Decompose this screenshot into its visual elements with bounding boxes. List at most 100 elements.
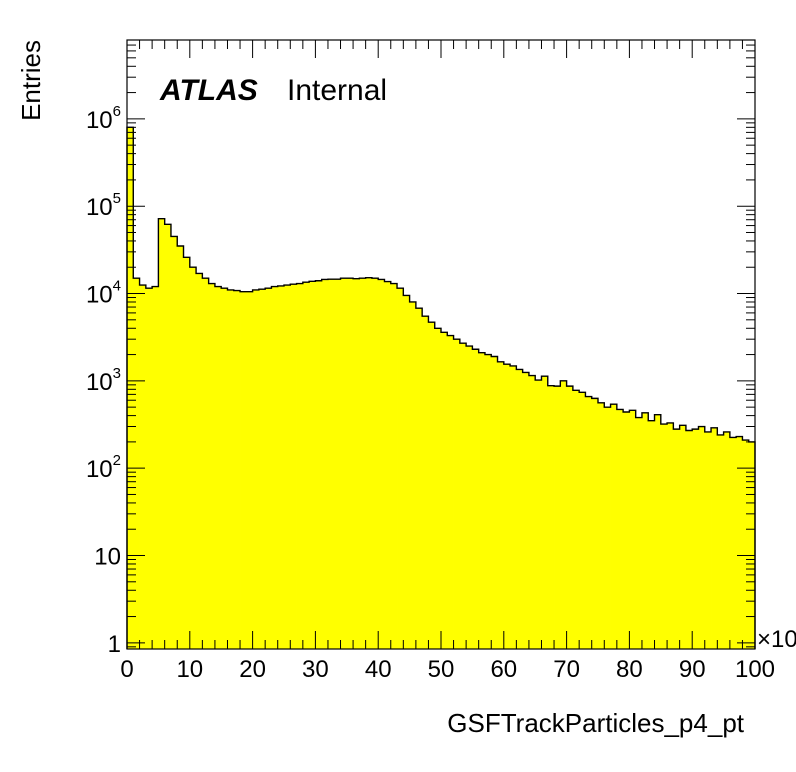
histogram-bar [698,426,706,649]
y-tick-label: 103 [86,365,121,396]
histogram-bar [560,380,567,649]
histogram-bar [340,278,348,649]
histogram-bar [221,288,228,649]
y-tick-label: 105 [86,190,121,221]
histogram-bar [428,322,436,649]
atlas-label: ATLAS [159,74,258,107]
histogram-bar [660,424,668,649]
histogram-bar [459,343,467,649]
histogram-bar [447,335,454,649]
histogram-bar [208,283,216,649]
histogram-bar [265,288,272,649]
histogram-bar [453,339,461,649]
histogram-bar [466,346,473,649]
x-tick-label: 80 [616,656,643,683]
histogram-bar [591,398,599,649]
y-tick-label: 10 [94,544,121,571]
histogram-bar [554,386,561,649]
histogram-bar [390,283,398,649]
histogram-bar [302,282,310,649]
internal-label: Internal [287,74,387,107]
histogram-bar [309,281,316,649]
y-tick-label: 102 [86,452,121,483]
histogram-bar [704,431,712,649]
histogram-bar [667,422,674,649]
histogram-bar [214,286,222,649]
histogram-bar [415,308,423,649]
histogram-bar [378,279,385,649]
histogram-bar [284,285,291,649]
histogram-bar [183,257,191,649]
histogram-bar [353,278,360,649]
histogram-bar [717,434,724,649]
histogram-bar [641,412,649,649]
histogram-bar [334,279,341,649]
histogram-bar [422,316,429,649]
histogram-bar [139,285,147,649]
histogram-bar [742,440,750,649]
x-tick-label: 100 [735,656,775,683]
histogram-bar [598,402,605,649]
histogram-bar [711,427,718,649]
histogram-bar [491,356,498,649]
histogram-bar [258,289,266,649]
histogram-bar [572,390,580,649]
histogram-bar [397,288,404,649]
axis-ticks [126,39,756,649]
histogram-bar [522,372,530,649]
histogram-bar [127,127,134,649]
histogram-bar [321,279,329,649]
x-axis-title: GSFTrackParticles_p4_pt [447,708,744,738]
histogram-bar [585,396,593,649]
histogram-bar [371,278,379,649]
histogram-bar [434,328,442,649]
histogram-bar [227,289,235,649]
histogram-bar [685,430,693,649]
histogram-bar [629,410,637,649]
x-tick-label: 90 [679,656,706,683]
histogram-bar [748,441,756,649]
histogram-bar [133,278,140,649]
histogram-bar [290,284,297,649]
histogram-bar [510,365,517,649]
histogram-bar [170,236,178,650]
histogram-bar [484,354,492,649]
y-tick-label: 104 [86,278,121,309]
histogram-bar [566,386,574,649]
x-tick-label: 60 [490,656,517,683]
histogram-bar [503,364,511,649]
histogram-bar [610,404,618,649]
x-tick-label: 20 [239,656,266,683]
y-tick-label: 106 [86,103,121,134]
histogram-bar [252,289,260,649]
y-axis-title: Entries [16,40,46,121]
histogram-bar [189,267,197,649]
x-tick-label: 0 [120,656,133,683]
x-tick-label: 10 [176,656,203,683]
histogram-bar [240,291,247,649]
histogram-bar [164,224,172,650]
histogram-bar [623,411,630,649]
histogram-bar [403,295,410,649]
x-tick-label: 70 [553,656,580,683]
histogram-bar [196,273,203,649]
histogram-bar [158,218,166,649]
histogram-bar [673,429,681,649]
histogram-bar [346,278,354,649]
histogram-bar [692,429,699,649]
histogram-bar [516,369,524,649]
histogram-bar [365,277,373,649]
histogram-bar [472,349,480,649]
histogram-bar [616,409,624,649]
x-tick-label: 50 [428,656,455,683]
histogram-bar [384,281,392,649]
histogram-bar [579,392,586,649]
x-tick-label: 30 [302,656,329,683]
histogram-bar [246,291,253,649]
histogram-bar [635,417,643,649]
histogram-bar [327,279,335,649]
histogram-bar [497,361,505,649]
histogram-bar [547,385,555,649]
histogram-bar [271,286,279,649]
